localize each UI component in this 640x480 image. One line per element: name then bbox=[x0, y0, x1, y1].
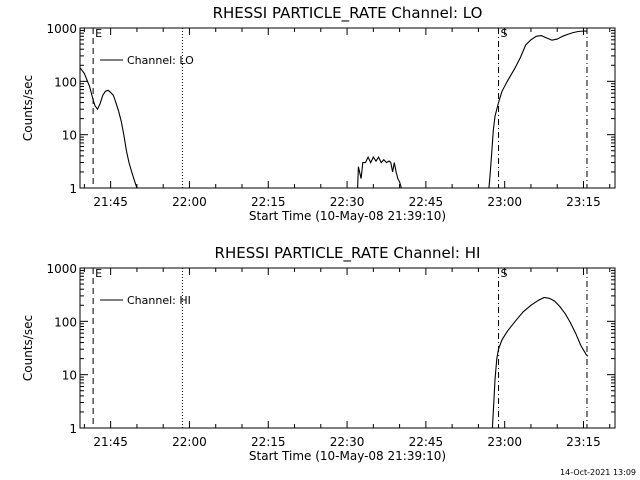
x-tick-label: 22:45 bbox=[409, 435, 444, 449]
y-tick-label: 1 bbox=[69, 422, 77, 436]
x-tick-label: 22:45 bbox=[409, 195, 444, 209]
series-line-lo bbox=[357, 155, 402, 189]
y-tick-label: 100 bbox=[54, 315, 77, 329]
series-line-lo bbox=[488, 30, 588, 189]
chart-title: RHESSI PARTICLE_RATE Channel: LO bbox=[213, 4, 483, 23]
x-tick-label: 23:00 bbox=[487, 435, 522, 449]
chart-panel-hi: RHESSI PARTICLE_RATE Channel: HI 21:45 22:… bbox=[21, 244, 616, 463]
series-line-lo bbox=[79, 67, 138, 189]
legend-label: Channel: HI bbox=[127, 294, 191, 307]
x-tick-label: 22:15 bbox=[251, 435, 286, 449]
marker-label: E bbox=[95, 27, 102, 40]
y-tick-label: 10 bbox=[62, 129, 77, 143]
x-tick-label: 23:00 bbox=[487, 195, 522, 209]
marker-label: E bbox=[95, 267, 102, 280]
y-tick-label: 1 bbox=[69, 182, 77, 196]
x-tick-label: 22:00 bbox=[172, 435, 207, 449]
series-line-hi bbox=[491, 296, 589, 429]
x-axis-label: Start Time (10-May-08 21:39:10) bbox=[249, 209, 446, 223]
marker-label: S bbox=[501, 267, 508, 280]
marker-label: S bbox=[501, 27, 508, 40]
y-tick-label: 100 bbox=[54, 75, 77, 89]
y-axis-label: Counts/sec bbox=[21, 315, 35, 381]
y-tick-label: 10 bbox=[62, 369, 77, 383]
plot-frame bbox=[79, 267, 616, 429]
chart-panel-lo: RHESSI PARTICLE_RATE Channel: LO 21:45 22:… bbox=[21, 4, 616, 223]
footer-timestamp: 14-Oct-2021 13:09 bbox=[560, 468, 636, 477]
x-tick-label: 22:30 bbox=[330, 195, 365, 209]
x-axis-label: Start Time (10-May-08 21:39:10) bbox=[249, 449, 446, 463]
x-tick-label: 22:30 bbox=[330, 435, 365, 449]
x-tick-label: 23:15 bbox=[566, 195, 601, 209]
x-tick-label: 22:00 bbox=[172, 195, 207, 209]
y-tick-label: 1000 bbox=[46, 262, 77, 276]
x-tick-label: 21:45 bbox=[93, 435, 128, 449]
chart-title: RHESSI PARTICLE_RATE Channel: HI bbox=[215, 244, 481, 263]
y-axis-label: Counts/sec bbox=[21, 75, 35, 141]
x-tick-label: 22:15 bbox=[251, 195, 286, 209]
plot-frame bbox=[79, 27, 616, 189]
x-tick-label: 21:45 bbox=[93, 195, 128, 209]
x-tick-label: 23:15 bbox=[566, 435, 601, 449]
legend-label: Channel: LO bbox=[127, 54, 194, 67]
y-tick-label: 1000 bbox=[46, 22, 77, 36]
